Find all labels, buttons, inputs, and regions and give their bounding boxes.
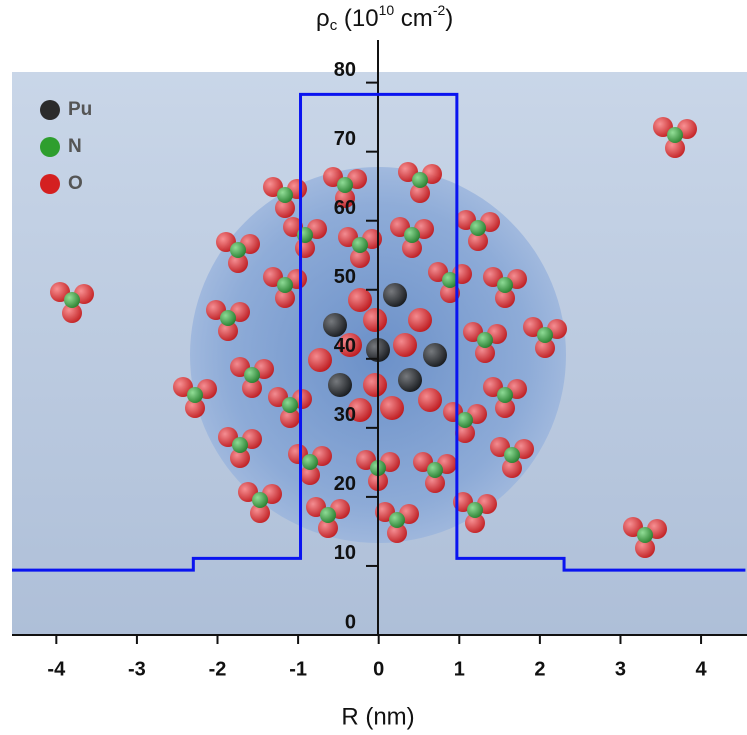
atom [363,308,387,332]
legend-label: Pu [68,99,92,120]
y-tick-label: 50 [334,266,356,288]
atom [308,348,332,372]
atom [398,368,422,392]
atom [323,313,347,337]
x-tick-label: 0 [373,658,384,680]
atom [393,333,417,357]
y-title-part: ρ [316,5,330,32]
y-title-part: (10 [337,5,378,32]
y-title-part: ) [445,5,453,32]
x-tick-label: 1 [454,658,465,680]
y-axis-title: ρc (1010 cm-2) [283,2,474,34]
atom [383,283,407,307]
x-tick-label: -1 [289,658,307,680]
atom [380,396,404,420]
y-title-part: c [330,17,338,34]
x-tick-label: 4 [696,658,708,680]
atom [348,288,372,312]
x-tick-label: -3 [128,658,146,680]
atom [423,343,447,367]
atom [348,398,372,422]
y-tick-label: 60 [334,197,356,219]
legend-swatch [40,100,60,120]
x-tick-label: -2 [209,658,227,680]
y-tick-label: 30 [334,404,356,426]
y-tick-label: 40 [334,335,356,357]
legend-swatch [40,137,60,157]
atom [363,373,387,397]
pu-cluster [308,283,447,422]
y-title-part: 10 [379,2,395,18]
atom [338,333,362,357]
x-tick-label: 3 [615,658,626,680]
atom [408,308,432,332]
y-tick-label: 70 [334,128,356,150]
y-tick-label: 0 [345,611,356,633]
y-title-part: cm [394,5,433,32]
legend-label: N [68,136,82,157]
density-profile [12,92,746,572]
y-tick-label: 20 [334,473,356,495]
atom [418,388,442,412]
y-tick-label: 10 [334,542,356,564]
y-title-part: -2 [433,2,446,18]
x-tick-label: 2 [534,658,545,680]
y-tick-label: 80 [334,59,356,81]
legend-swatch [40,174,60,194]
x-axis-title: R (nm) [341,703,414,730]
legend-label: O [68,173,83,194]
x-tick-label: -4 [47,658,66,680]
atom [328,373,352,397]
legend: Pu NO [40,99,92,194]
